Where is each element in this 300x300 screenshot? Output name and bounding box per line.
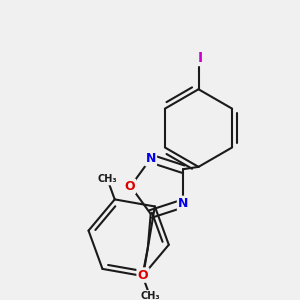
Text: CH₃: CH₃ xyxy=(98,174,117,184)
Text: O: O xyxy=(138,268,148,282)
Text: CH₃: CH₃ xyxy=(140,291,160,300)
Text: N: N xyxy=(146,152,156,165)
Text: I: I xyxy=(198,51,203,65)
Text: N: N xyxy=(178,197,188,210)
Text: O: O xyxy=(124,180,135,193)
